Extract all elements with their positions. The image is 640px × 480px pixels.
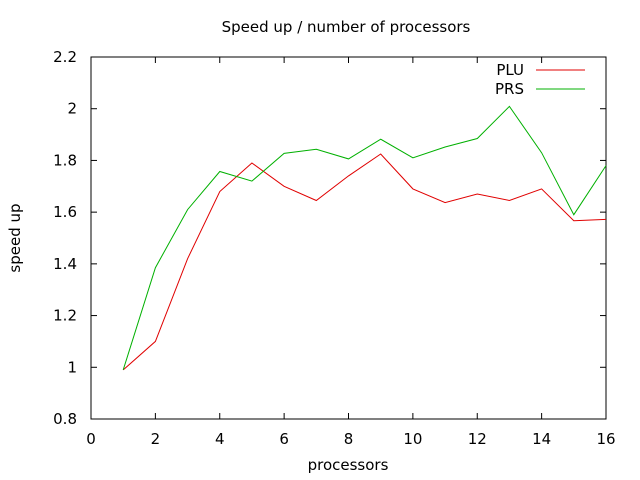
- x-tick-label: 0: [86, 430, 96, 448]
- y-tick-label: 1.4: [53, 255, 77, 273]
- chart-title: Speed up / number of processors: [222, 18, 471, 36]
- y-tick-labels: 0.8 1 1.2 1.4 1.6 1.8 2 2.2: [53, 48, 77, 428]
- x-tick-labels: 0 2 4 6 8 10 12 14 16: [86, 430, 615, 448]
- y-axis-label: speed up: [6, 203, 24, 272]
- axis-ticks: [90, 56, 607, 420]
- x-tick-label: 4: [215, 430, 225, 448]
- x-tick-label: 10: [403, 430, 422, 448]
- legend: PLU PRS: [495, 61, 585, 98]
- legend-label-plu: PLU: [496, 61, 524, 79]
- series-line-prs: [122, 105, 607, 371]
- x-tick-label: 14: [532, 430, 551, 448]
- y-tick-label: 1.2: [53, 307, 77, 325]
- x-axis-label: processors: [308, 456, 389, 474]
- y-tick-label: 1.8: [53, 151, 77, 169]
- x-tick-label: 12: [468, 430, 487, 448]
- x-tick-label: 2: [151, 430, 161, 448]
- x-tick-label: 8: [344, 430, 354, 448]
- series-lines: [122, 105, 607, 371]
- legend-label-prs: PRS: [495, 80, 524, 98]
- x-tick-label: 6: [279, 430, 289, 448]
- y-tick-label: 1.6: [53, 203, 77, 221]
- plot-frame: [90, 56, 607, 420]
- x-tick-label: 16: [596, 430, 615, 448]
- y-tick-label: 2: [67, 100, 77, 118]
- y-tick-label: 1: [67, 358, 77, 376]
- y-tick-label: 2.2: [53, 48, 77, 66]
- series-line-plu: [122, 153, 607, 371]
- y-tick-label: 0.8: [53, 410, 77, 428]
